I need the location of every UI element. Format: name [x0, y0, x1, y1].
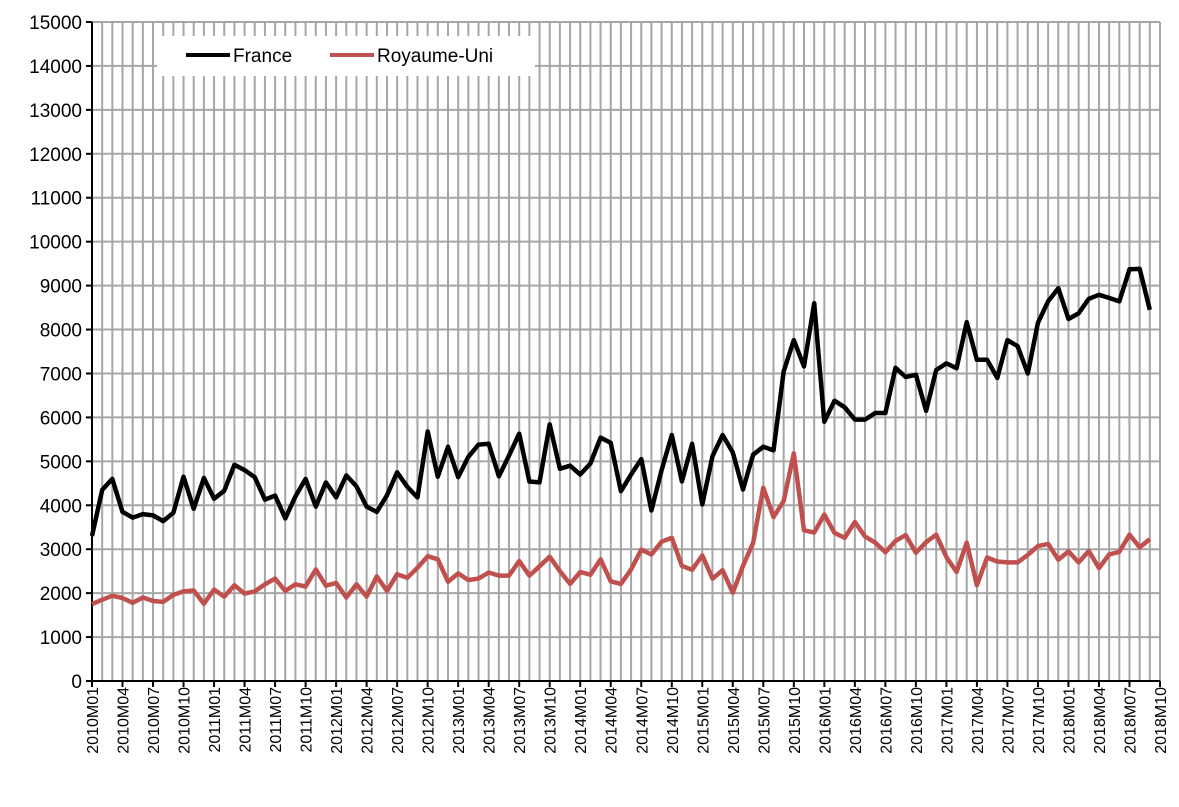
x-tick-label: 2011M01: [207, 687, 224, 753]
x-tick-label: 2018M10: [1153, 687, 1170, 754]
x-tick-label: 2012M01: [329, 687, 346, 754]
y-tick-label: 4000: [40, 496, 82, 517]
x-tick-label: 2010M01: [85, 687, 102, 754]
x-tick-label: 2011M10: [299, 687, 316, 753]
x-tick-label: 2010M10: [177, 687, 194, 754]
y-tick-label: 15000: [29, 13, 82, 34]
y-tick-label: 13000: [29, 101, 82, 122]
y-tick-label: 6000: [40, 408, 82, 429]
y-tick-label: 14000: [29, 57, 82, 78]
x-axis-ticks: 2010M01 2010M04 2010M07 2010M10 2011M01 2011M…: [85, 681, 1170, 754]
x-tick-label: 2016M04: [848, 687, 865, 754]
x-tick-label: 2015M10: [787, 687, 804, 754]
x-tick-label: 2014M07: [634, 687, 651, 754]
legend-label-france: France: [233, 46, 292, 67]
y-tick-label: 7000: [40, 364, 82, 385]
x-tick-label: 2015M01: [695, 687, 712, 754]
x-tick-label: 2014M10: [665, 687, 682, 754]
y-tick-label: 5000: [40, 452, 82, 473]
y-tick-label: 8000: [40, 321, 82, 342]
y-tick-label: 1000: [40, 628, 82, 649]
x-tick-label: 2018M04: [1092, 687, 1109, 754]
series-lines: [89, 266, 1152, 607]
x-tick-label: 2012M07: [390, 687, 407, 754]
axes: [91, 22, 1160, 682]
x-tick-label: 2016M10: [909, 687, 926, 754]
y-tick-label: 3000: [40, 540, 82, 561]
x-tick-label: 2010M04: [116, 687, 133, 754]
x-tick-label: 2013M07: [512, 687, 529, 754]
gridlines: [92, 21, 1161, 682]
y-tick-label: 11000: [31, 189, 82, 210]
x-tick-label: 2017M01: [939, 687, 956, 754]
y-axis-ticks: 0 1000 2000 3000 4000 5000 6000 7000 8000 9000 100…: [29, 13, 92, 693]
x-tick-label: 2017M07: [1000, 687, 1017, 754]
x-tick-label: 2015M04: [726, 687, 743, 754]
x-tick-label: 2018M01: [1061, 687, 1078, 754]
x-tick-label: 2017M10: [1031, 687, 1048, 754]
x-tick-label: 2011M04: [238, 687, 255, 753]
x-tick-label: 2014M04: [604, 687, 621, 754]
x-tick-label: 2011M07: [268, 687, 285, 753]
x-tick-label: 2013M04: [482, 687, 499, 754]
legend: France Royaume-Uni: [157, 36, 535, 76]
x-tick-label: 2013M10: [543, 687, 560, 754]
x-tick-label: 2013M01: [451, 687, 468, 754]
x-tick-label: 2015M07: [756, 687, 773, 754]
x-tick-label: 2018M07: [1122, 687, 1139, 754]
legend-label-royaume-uni: Royaume-Uni: [377, 46, 493, 67]
y-tick-label: 0: [71, 672, 82, 693]
y-tick-label: 12000: [29, 145, 82, 166]
x-tick-label: 2012M10: [421, 687, 438, 754]
x-tick-label: 2016M07: [878, 687, 895, 754]
x-tick-label: 2016M01: [817, 687, 834, 754]
x-tick-label: 2012M04: [360, 687, 377, 754]
x-tick-label: 2017M04: [970, 687, 987, 754]
y-tick-label: 9000: [40, 277, 82, 298]
y-tick-label: 2000: [40, 584, 82, 605]
x-tick-label: 2014M01: [573, 687, 590, 754]
x-tick-label: 2010M07: [146, 687, 163, 754]
y-tick-label: 10000: [29, 233, 82, 254]
